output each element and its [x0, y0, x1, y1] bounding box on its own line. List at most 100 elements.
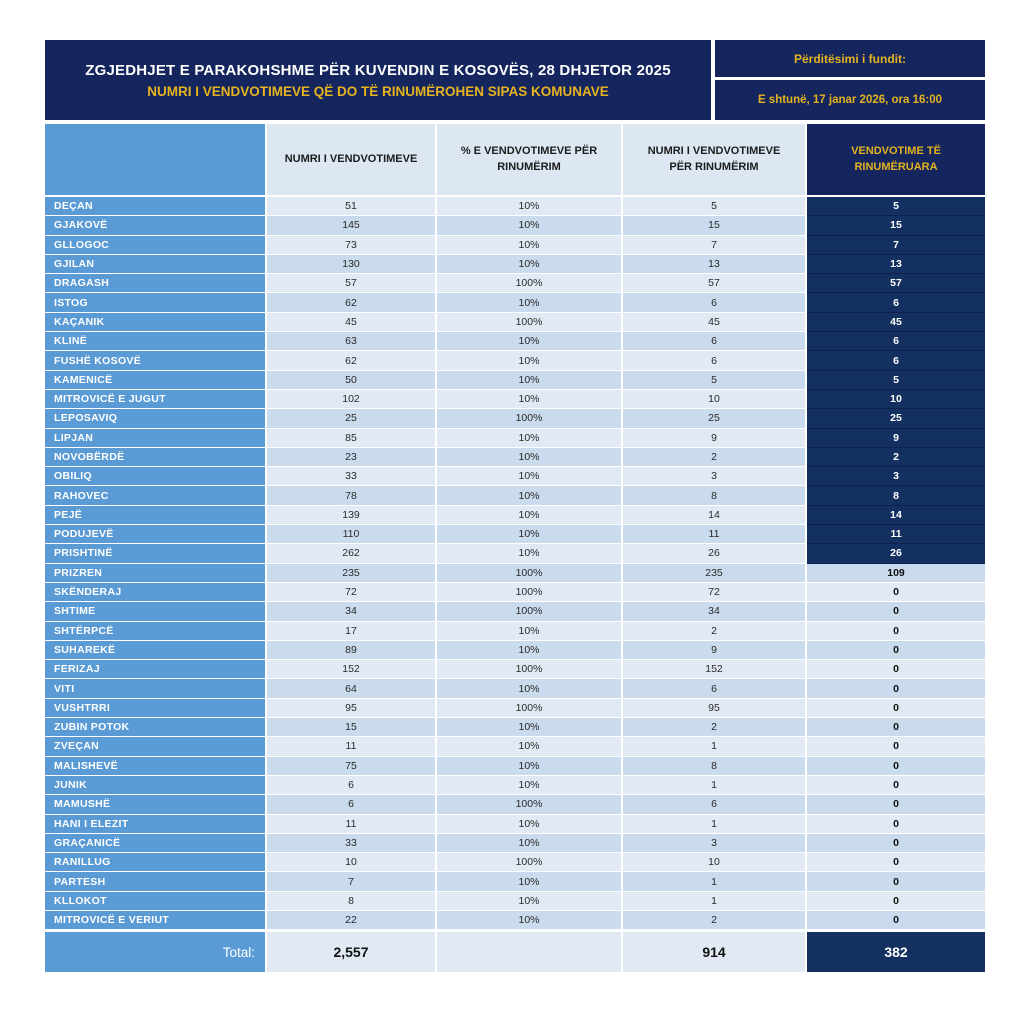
recount-cell: 8	[623, 756, 807, 776]
recounted-cell: 0	[807, 698, 985, 719]
recounted-cell: 0	[807, 775, 985, 796]
percent-cell: 100%	[437, 312, 623, 333]
recount-cell: 235	[623, 563, 807, 583]
table-row: KAÇANIK 45 100% 45 45	[45, 312, 985, 333]
table-row: DRAGASH 57 100% 57 57	[45, 274, 985, 294]
municipality-cell: VUSHTRRI	[45, 698, 267, 719]
table-row: ISTOG 62 10% 6 6	[45, 293, 985, 313]
recount-cell: 6	[623, 679, 807, 699]
recounted-cell: 109	[807, 563, 985, 583]
polling-stations-cell: 89	[267, 640, 437, 661]
polling-stations-cell: 25	[267, 409, 437, 429]
polling-stations-cell: 145	[267, 216, 437, 236]
recount-cell: 7	[623, 235, 807, 255]
percent-cell: 10%	[437, 737, 623, 757]
municipality-cell: KLINË	[45, 332, 267, 352]
municipality-cell: MAMUSHË	[45, 795, 267, 815]
polling-stations-cell: 51	[267, 197, 437, 217]
recounted-cell: 0	[807, 621, 985, 641]
table-row: PODUJEVË 110 10% 11 11	[45, 525, 985, 545]
recount-cell: 9	[623, 640, 807, 661]
polling-stations-cell: 130	[267, 254, 437, 275]
table-body: DEÇAN 51 10% 5 5 GJAKOVË 145 10% 15 15 GLLOGOC 73 10…	[45, 197, 985, 931]
municipality-cell: OBILIQ	[45, 467, 267, 487]
recounted-cell: 45	[807, 312, 985, 333]
last-update-time: E shtunë, 17 janar 2026, ora 16:00	[715, 80, 985, 120]
table-row: LIPJAN 85 10% 9 9	[45, 428, 985, 448]
percent-cell: 100%	[437, 582, 623, 603]
polling-stations-cell: 6	[267, 775, 437, 796]
table-row: MITROVICË E JUGUT 102 10% 10 10	[45, 389, 985, 410]
municipality-cell: ISTOG	[45, 293, 267, 313]
percent-cell: 10%	[437, 332, 623, 352]
polling-stations-cell: 102	[267, 389, 437, 410]
page-title: ZGJEDHJET E PARAKOHSHME PËR KUVENDIN E K…	[85, 61, 671, 79]
total-row: Total: 2,557 914 382	[45, 932, 985, 973]
recounted-cell: 0	[807, 640, 985, 661]
polling-stations-cell: 23	[267, 447, 437, 468]
recount-cell: 1	[623, 891, 807, 911]
percent-cell: 10%	[437, 640, 623, 661]
percent-cell: 10%	[437, 872, 623, 892]
table-row: SHTËRPCË 17 10% 2 0	[45, 621, 985, 641]
recounted-cell: 0	[807, 891, 985, 911]
percent-cell: 10%	[437, 679, 623, 699]
percent-cell: 100%	[437, 563, 623, 583]
polling-stations-cell: 78	[267, 486, 437, 506]
table-row: KLINË 63 10% 6 6	[45, 332, 985, 352]
recounted-cell: 0	[807, 718, 985, 738]
table-row: SKËNDERAJ 72 100% 72 0	[45, 582, 985, 603]
recounted-cell: 10	[807, 389, 985, 410]
table-row: GJILAN 130 10% 13 13	[45, 254, 985, 275]
percent-cell: 10%	[437, 447, 623, 468]
table-row: PRISHTINË 262 10% 26 26	[45, 544, 985, 564]
recounted-cell: 2	[807, 447, 985, 468]
municipality-cell: SKËNDERAJ	[45, 582, 267, 603]
recount-cell: 152	[623, 660, 807, 680]
percent-cell: 10%	[437, 910, 623, 931]
table-row: GRAÇANICË 33 10% 3 0	[45, 833, 985, 854]
recount-cell: 6	[623, 332, 807, 352]
polling-stations-cell: 33	[267, 833, 437, 854]
recount-cell: 1	[623, 814, 807, 834]
recounted-cell: 0	[807, 872, 985, 892]
percent-cell: 10%	[437, 216, 623, 236]
recount-cell: 13	[623, 254, 807, 275]
polling-stations-cell: 152	[267, 660, 437, 680]
percent-cell: 10%	[437, 370, 623, 390]
recount-cell: 9	[623, 428, 807, 448]
recount-cell: 2	[623, 910, 807, 931]
recount-cell: 6	[623, 351, 807, 371]
recount-cell: 34	[623, 602, 807, 622]
recounted-cell: 9	[807, 428, 985, 448]
recount-cell: 3	[623, 833, 807, 854]
percent-cell: 10%	[437, 505, 623, 526]
polling-stations-cell: 95	[267, 698, 437, 719]
polling-stations-cell: 17	[267, 621, 437, 641]
polling-stations-cell: 110	[267, 525, 437, 545]
polling-stations-cell: 57	[267, 274, 437, 294]
total-percent	[437, 932, 623, 973]
recounted-cell: 15	[807, 216, 985, 236]
recounted-cell: 26	[807, 544, 985, 564]
recount-cell: 25	[623, 409, 807, 429]
polling-stations-cell: 6	[267, 795, 437, 815]
polling-stations-cell: 22	[267, 910, 437, 931]
table-row: PRIZREN 235 100% 235 109	[45, 563, 985, 583]
recounted-cell: 0	[807, 756, 985, 776]
table-row: FERIZAJ 152 100% 152 0	[45, 660, 985, 680]
recounted-cell: 6	[807, 332, 985, 352]
column-header-percent: % E VENDVOTIMEVE PËR RINUMËRIM	[437, 124, 623, 197]
percent-cell: 10%	[437, 428, 623, 448]
column-header-recount: NUMRI I VENDVOTIMEVE PËR RINUMËRIM	[623, 124, 807, 197]
percent-cell: 100%	[437, 602, 623, 622]
polling-stations-cell: 72	[267, 582, 437, 603]
header-title-panel: ZGJEDHJET E PARAKOHSHME PËR KUVENDIN E K…	[45, 40, 711, 120]
polling-stations-cell: 139	[267, 505, 437, 526]
percent-cell: 10%	[437, 718, 623, 738]
percent-cell: 100%	[437, 660, 623, 680]
municipality-cell: DEÇAN	[45, 197, 267, 217]
header-divider	[711, 40, 715, 120]
polling-stations-cell: 73	[267, 235, 437, 255]
table-row: PEJË 139 10% 14 14	[45, 505, 985, 526]
